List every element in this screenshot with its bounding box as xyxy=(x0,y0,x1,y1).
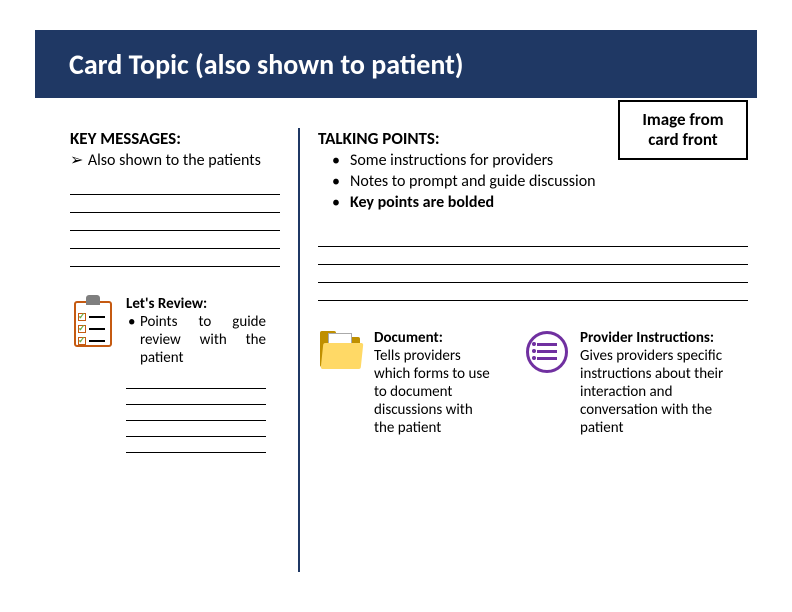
talking-points-blank-lines xyxy=(318,229,748,301)
lets-review-blank-lines xyxy=(126,373,266,453)
key-messages-item-text: Also shown to the patients xyxy=(88,151,261,170)
document-body: Tells providers which forms to use to do… xyxy=(374,347,494,437)
list-circle-icon xyxy=(524,329,570,375)
talking-points-heading: TALKING POINTS: xyxy=(318,128,748,149)
lets-review-bullet: Points to guide review with the patient xyxy=(126,313,266,367)
document-text: Document: Tells providers which forms to… xyxy=(374,329,494,437)
blank-line xyxy=(70,231,280,249)
page-title: Card Topic (also shown to patient) xyxy=(69,47,464,82)
blank-line xyxy=(126,389,266,405)
key-messages-heading: KEY MESSAGES: xyxy=(70,128,280,149)
blank-line xyxy=(126,405,266,421)
blank-line xyxy=(126,437,266,453)
provider-instructions-title: Provider Instructions: xyxy=(580,329,730,347)
title-bar: Card Topic (also shown to patient) xyxy=(35,30,757,98)
blank-line xyxy=(70,249,280,267)
lets-review-panel: Let's Review: Points to guide review wit… xyxy=(70,295,280,453)
blank-line xyxy=(126,373,266,389)
vertical-divider xyxy=(298,128,300,572)
right-column: TALKING POINTS: Some instructions for pr… xyxy=(318,128,748,572)
talking-points-list: Some instructions for providers Notes to… xyxy=(318,151,748,213)
document-title: Document: xyxy=(374,329,494,347)
provider-instructions-text: Provider Instructions: Gives providers s… xyxy=(580,329,730,437)
content-area: KEY MESSAGES: ➢ Also shown to the patien… xyxy=(70,128,748,572)
folder-icon xyxy=(318,329,364,375)
blank-line xyxy=(70,213,280,231)
left-column: KEY MESSAGES: ➢ Also shown to the patien… xyxy=(70,128,280,572)
blank-line xyxy=(70,195,280,213)
blank-line xyxy=(318,247,748,265)
blank-line xyxy=(126,421,266,437)
blank-line xyxy=(318,229,748,247)
provider-instructions-panel: Provider Instructions: Gives providers s… xyxy=(524,329,730,437)
key-messages-blank-lines xyxy=(70,177,280,267)
document-panel: Document: Tells providers which forms to… xyxy=(318,329,494,437)
talking-points-item: Notes to prompt and guide discussion xyxy=(318,172,748,193)
right-lower-row: Document: Tells providers which forms to… xyxy=(318,329,748,437)
talking-points-item: Key points are bolded xyxy=(318,193,748,214)
lets-review-title: Let's Review: xyxy=(126,295,266,313)
blank-line xyxy=(318,283,748,301)
blank-line xyxy=(70,177,280,195)
clipboard-checklist-icon xyxy=(70,295,116,349)
blank-line xyxy=(318,265,748,283)
arrow-icon: ➢ xyxy=(70,152,88,169)
talking-points-item: Some instructions for providers xyxy=(318,151,748,172)
key-messages-item: ➢ Also shown to the patients xyxy=(70,151,280,171)
provider-instructions-body: Gives providers specific instructions ab… xyxy=(580,347,730,437)
lets-review-text: Let's Review: Points to guide review wit… xyxy=(126,295,266,453)
